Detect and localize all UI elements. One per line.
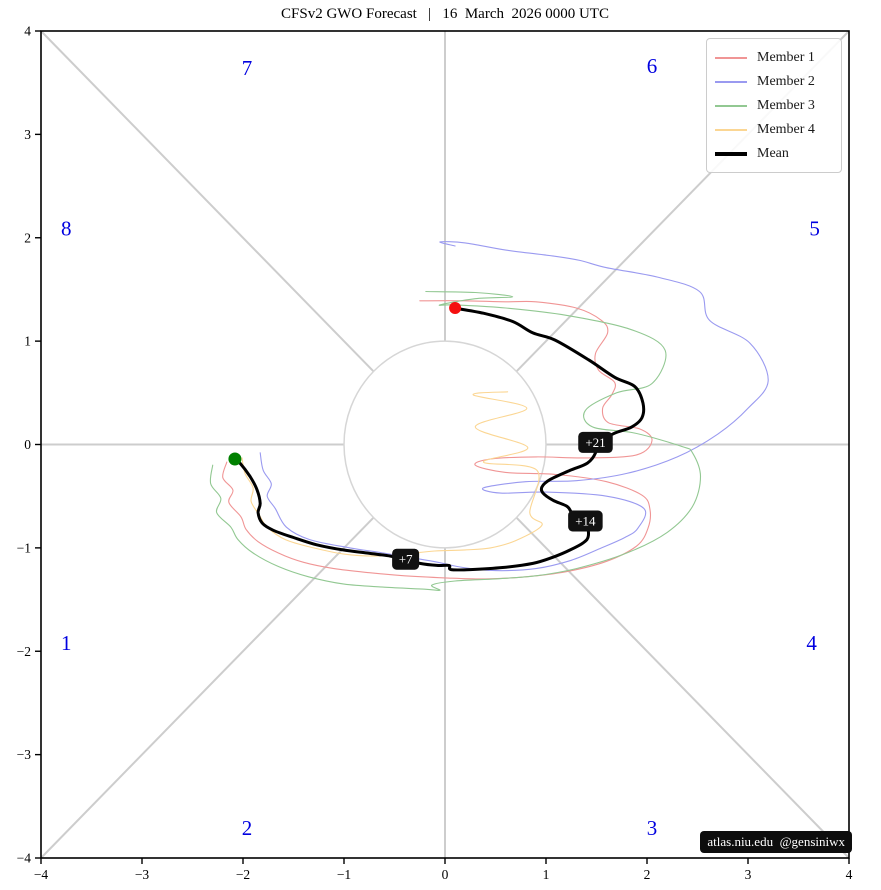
- legend-item: Member 2: [715, 70, 833, 94]
- day-label-text: +7: [399, 552, 413, 567]
- member-4-trajectory: [241, 391, 543, 557]
- day-label-text: +14: [575, 513, 596, 528]
- x-tick-label: 4: [846, 867, 853, 882]
- legend-item: Member 1: [715, 46, 833, 70]
- legend-line-sample: [715, 129, 747, 131]
- watermark-badge: atlas.niu.edu @gensiniwx: [700, 831, 852, 853]
- member-2-trajectory: [259, 241, 769, 572]
- y-tick-label: 2: [24, 230, 31, 245]
- y-tick-label: −2: [17, 644, 31, 659]
- red-dot: [449, 302, 462, 315]
- legend-item: Member 4: [715, 118, 833, 142]
- day-label-text: +21: [585, 435, 605, 450]
- day-label-box-+21: [578, 431, 613, 453]
- y-tick-label: −1: [17, 540, 31, 555]
- y-tick-label: 3: [24, 127, 31, 142]
- y-tick-label: 4: [24, 24, 31, 39]
- member-1-trajectory: [222, 300, 653, 580]
- day-label-box-+14: [568, 510, 603, 532]
- x-tick-label: −1: [337, 867, 351, 882]
- phase-number-label: 5: [809, 216, 820, 240]
- phase-divider-line: [515, 516, 850, 859]
- day-label-box-+7: [392, 548, 420, 570]
- legend-label: Member 2: [757, 74, 815, 89]
- chart-title: CFSv2 GWO Forecast | 16 March 2026 0000 …: [281, 6, 609, 22]
- phase-number-label: 1: [61, 631, 72, 655]
- mean-trajectory: [233, 306, 646, 572]
- legend-item: Mean: [715, 142, 833, 166]
- member-3-trajectory: [209, 290, 702, 592]
- x-tick-label: 1: [543, 867, 550, 882]
- y-tick-label: 1: [24, 334, 31, 349]
- x-tick-label: −3: [135, 867, 150, 882]
- x-tick-label: 2: [644, 867, 651, 882]
- phase-number-label: 8: [61, 216, 72, 240]
- legend-label: Member 1: [757, 50, 815, 65]
- legend-line-sample: [715, 81, 747, 83]
- x-tick-label: 0: [442, 867, 449, 882]
- phase-number-label: 4: [806, 631, 817, 655]
- phase-number-label: 7: [242, 56, 253, 80]
- x-tick-label: −4: [34, 867, 49, 882]
- legend-label: Member 4: [757, 122, 815, 137]
- phase-divider-line: [40, 516, 375, 859]
- unit-circle: [343, 340, 547, 549]
- legend-label: Member 3: [757, 98, 815, 113]
- legend-item: Member 3: [715, 94, 833, 118]
- legend-line-sample: [715, 57, 747, 59]
- phase-number-label: 6: [647, 54, 658, 78]
- legend-label: Mean: [757, 146, 789, 161]
- legend-line-sample: [715, 105, 747, 107]
- y-tick-label: −4: [17, 851, 32, 866]
- phase-number-label: 2: [242, 816, 253, 840]
- legend: Member 1 Member 2 Member 3 Member 4 Mean: [706, 38, 842, 173]
- y-tick-label: 0: [24, 437, 31, 452]
- phase-divider-line: [40, 30, 375, 373]
- legend-line-sample: [715, 152, 747, 156]
- green-dot: [228, 452, 242, 466]
- y-tick-label: −3: [17, 747, 32, 762]
- x-tick-label: 3: [745, 867, 752, 882]
- phase-number-label: 3: [647, 816, 658, 840]
- x-tick-label: −2: [236, 867, 250, 882]
